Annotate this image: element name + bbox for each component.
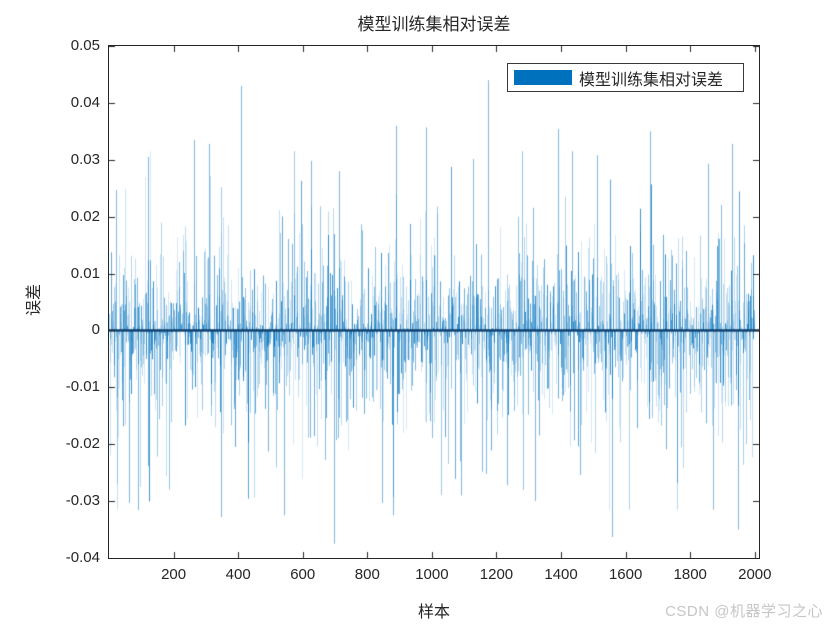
- legend-label: 模型训练集相对误差: [579, 71, 724, 89]
- x-tick-label: 1000: [415, 566, 449, 583]
- y-tick-label: 0: [91, 321, 100, 339]
- y-tick-label: 0.04: [70, 93, 100, 111]
- y-tick-label: 0.03: [70, 150, 100, 168]
- y-tick-label: -0.01: [65, 378, 100, 396]
- x-axis-label: 样本: [417, 604, 450, 621]
- y-axis-label: 误差: [26, 283, 43, 317]
- x-tick-label: 1800: [673, 566, 707, 583]
- legend: 模型训练集相对误差: [507, 63, 744, 92]
- x-tick-label: 600: [290, 566, 316, 583]
- y-tick-label: -0.04: [65, 549, 100, 566]
- x-tick-label: 200: [161, 566, 187, 583]
- y-tick-label: 0.05: [70, 37, 100, 54]
- y-tick-label: -0.02: [65, 435, 100, 453]
- plot-area: 模型训练集相对误差: [108, 45, 760, 559]
- legend-swatch: [514, 70, 572, 85]
- watermark: CSDN @机器学习之心: [665, 603, 823, 620]
- y-tick-label: 0.01: [70, 264, 100, 282]
- y-tick-label: -0.03: [65, 492, 100, 510]
- relative-error-series-canvas: [109, 46, 759, 558]
- chart-title: 模型训练集相对误差: [357, 15, 511, 34]
- x-tick-label: 2000: [738, 566, 772, 583]
- y-tick-label: 0.02: [70, 207, 100, 225]
- x-tick-label: 1200: [479, 566, 514, 583]
- x-tick-label: 1600: [608, 566, 643, 583]
- x-tick-label: 800: [354, 566, 380, 583]
- x-tick-label: 400: [225, 566, 251, 583]
- x-tick-label: 1400: [544, 566, 578, 583]
